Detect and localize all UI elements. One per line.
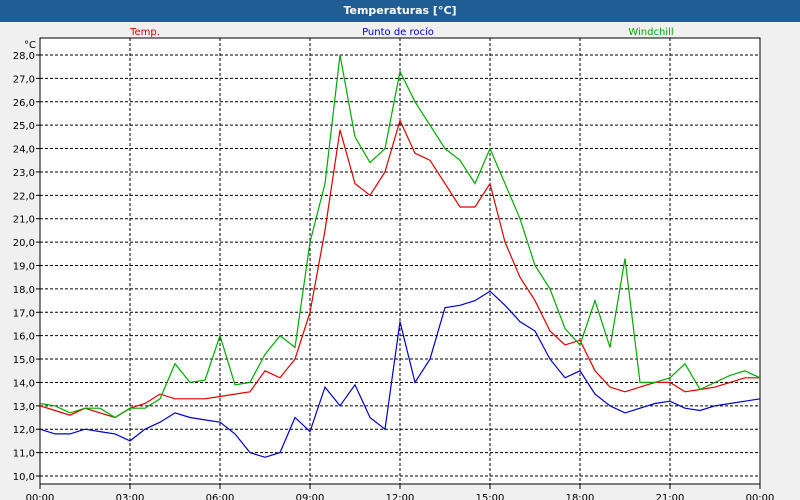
- y-tick-label: 17,0: [13, 308, 35, 319]
- y-axis: °C 10,0 11,0 12,0 13,0 14,0 15,0 16,0 17,0 18,0 1…: [13, 40, 40, 483]
- series-line-windchill: [39, 54, 761, 419]
- x-tick-time: 12:00: [386, 493, 415, 500]
- legend: Temp. Punto de rocío Windchill: [129, 26, 674, 38]
- y-tick-label: 18,0: [13, 285, 35, 296]
- legend-dew-point: Punto de rocío: [362, 26, 434, 38]
- y-tick-label: 25,0: [13, 121, 35, 132]
- x-tick-time: 03:00: [116, 493, 145, 500]
- x-tick-time: 00:00: [26, 493, 55, 500]
- x-tick-time: 00:00: [746, 493, 775, 500]
- y-tick-label: 24,0: [13, 145, 35, 156]
- x-tick-time: 09:00: [296, 493, 325, 500]
- y-tick-label: 16,0: [13, 332, 35, 343]
- x-tick-time: 15:00: [476, 493, 505, 500]
- x-tick-time: 06:00: [206, 493, 235, 500]
- y-tick-label: 27,0: [13, 74, 35, 85]
- y-tick-label: 23,0: [13, 168, 35, 179]
- y-tick-label: 12,0: [13, 425, 35, 436]
- y-tick-label: 15,0: [13, 355, 35, 366]
- series-line-dew-point: [39, 290, 761, 458]
- y-tick-label: 28,0: [13, 51, 35, 62]
- y-tick-label: 13,0: [13, 402, 35, 413]
- y-tick-label: 26,0: [13, 98, 35, 109]
- y-tick-label: 14,0: [13, 378, 35, 389]
- y-tick-label: 11,0: [13, 449, 35, 460]
- y-tick-label: 22,0: [13, 191, 35, 202]
- y-tick-label: 20,0: [13, 238, 35, 249]
- x-tick-time: 21:00: [656, 493, 685, 500]
- grid-lines: [40, 38, 760, 484]
- x-axis: 00:0027/01/2503:0027/01/2506:0027/01/250…: [26, 484, 775, 500]
- legend-temp: Temp.: [129, 27, 160, 38]
- x-tick-time: 18:00: [566, 493, 595, 500]
- chart-title: Temperaturas [°C]: [0, 0, 800, 22]
- series-line-temp: [39, 118, 760, 419]
- legend-windchill: Windchill: [628, 27, 673, 38]
- series-lines: [39, 54, 761, 458]
- y-tick-label: 10,0: [13, 472, 35, 483]
- y-tick-label: 21,0: [13, 215, 35, 226]
- temperature-chart: °C 10,0 11,0 12,0 13,0 14,0 15,0 16,0 17,0 18,0 1…: [13, 26, 775, 500]
- y-axis-unit: °C: [24, 40, 36, 51]
- y-tick-label: 19,0: [13, 262, 35, 273]
